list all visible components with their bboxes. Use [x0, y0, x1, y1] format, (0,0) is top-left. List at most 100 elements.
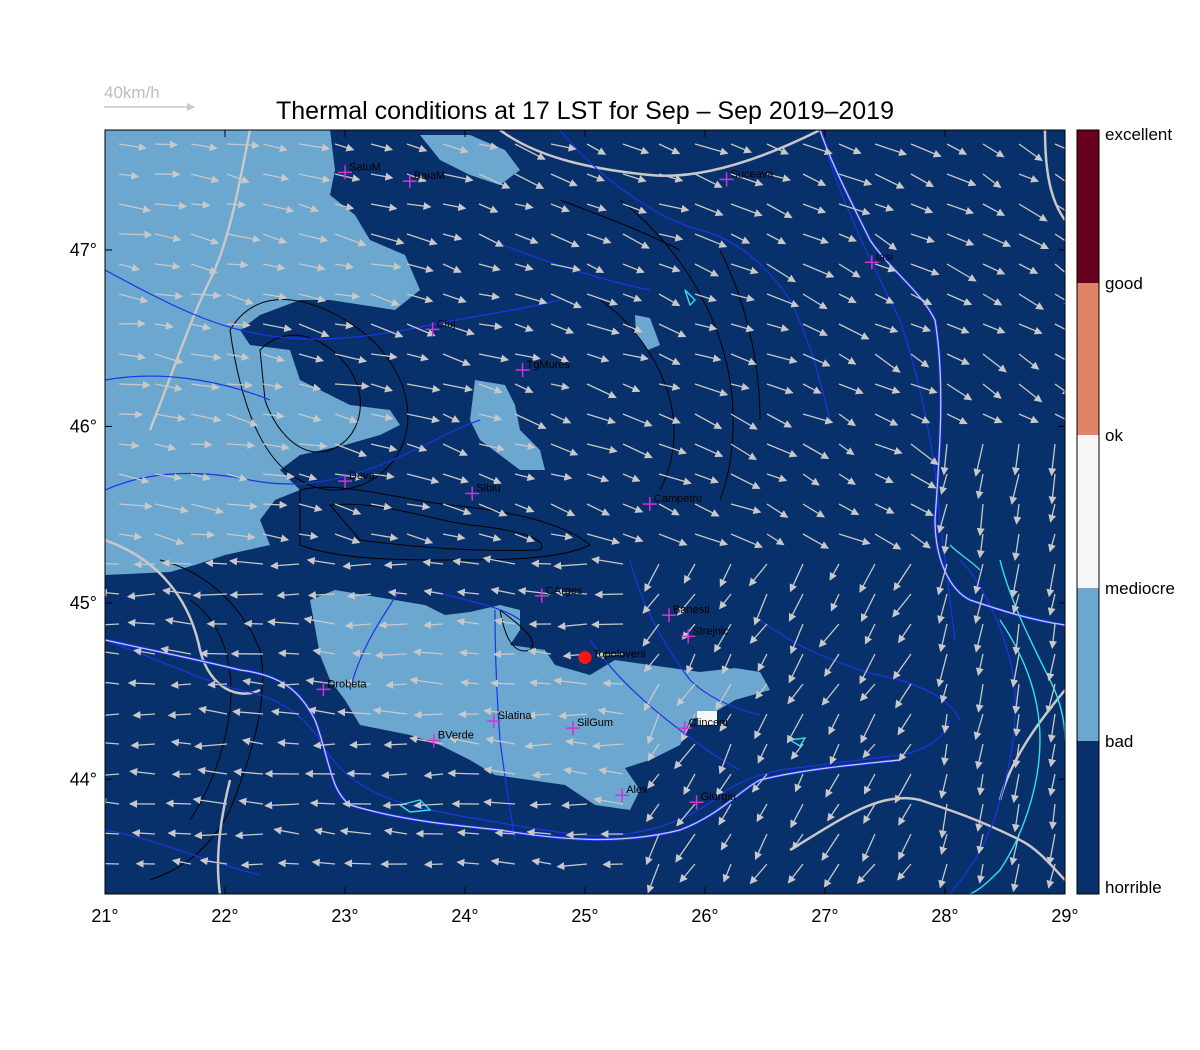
wind-arrow: [344, 859, 372, 868]
wind-arrow: [976, 833, 985, 855]
wind-arrow: [766, 473, 788, 483]
wind-arrow: [229, 557, 264, 566]
wind-arrow: [194, 742, 228, 751]
wind-arrow: [675, 833, 696, 863]
wind-arrow: [658, 533, 688, 546]
wind-arrow: [337, 708, 372, 717]
wind-arrow: [349, 740, 372, 749]
wind-arrow: [862, 833, 876, 862]
wind-arrow: [856, 863, 876, 885]
wind-arrow: [860, 713, 876, 744]
wind-arrow: [118, 203, 152, 214]
wind-arrow: [1018, 293, 1045, 310]
station-label: Alex: [626, 784, 648, 796]
wind-arrow: [586, 383, 617, 399]
wind-arrow: [874, 293, 895, 304]
wind-arrow: [1048, 503, 1057, 523]
wind-arrow: [442, 203, 467, 211]
wind-arrow: [514, 442, 536, 451]
wind-arrow: [730, 473, 761, 489]
wind-arrow: [442, 533, 466, 541]
wind-arrow: [694, 263, 719, 277]
wind-arrow: [406, 202, 432, 211]
wind-arrow: [586, 443, 618, 454]
wind-arrow: [374, 651, 408, 660]
wind-arrow: [910, 173, 935, 188]
lat-tick-label: 45°: [70, 593, 97, 613]
wind-arrow: [658, 473, 692, 486]
wind-arrow: [306, 556, 336, 565]
station-label: BaiaM: [414, 170, 445, 182]
wind-arrow: [514, 323, 534, 332]
wind-arrow: [270, 561, 300, 570]
wind-arrow: [975, 683, 984, 713]
wind-arrow: [346, 591, 372, 600]
wind-arrow: [162, 587, 192, 596]
wind-arrow: [490, 857, 516, 866]
wind-arrow: [802, 293, 828, 310]
wind-arrow: [658, 173, 684, 183]
wind-arrow: [524, 741, 552, 750]
wind-arrow: [456, 588, 480, 597]
wind-arrow: [1012, 533, 1021, 561]
wind-arrow: [982, 323, 1006, 334]
wind-arrow: [715, 773, 732, 797]
wind-arrow: [749, 623, 768, 644]
wind-arrow: [766, 413, 793, 428]
wind-arrow: [874, 353, 901, 373]
wind-arrow: [586, 173, 606, 182]
wind-arrow: [514, 202, 534, 211]
wind-arrow: [531, 770, 552, 779]
wind-arrow: [1012, 623, 1021, 656]
wind-arrow: [478, 292, 500, 301]
wind-arrow: [406, 143, 428, 153]
wind-arrow: [946, 383, 973, 401]
wind-arrow: [118, 230, 153, 239]
wind-arrow: [1054, 233, 1065, 242]
wind-arrow: [941, 713, 950, 734]
wind-arrow: [1046, 563, 1056, 598]
wind-arrow: [1010, 653, 1020, 688]
wind-arrow: [694, 413, 723, 430]
wind-arrow: [874, 383, 901, 394]
wind-arrow: [718, 743, 732, 775]
wind-arrow: [683, 773, 696, 795]
wind-arrow: [874, 173, 905, 189]
wind-arrow: [598, 767, 624, 775]
wind-arrow: [190, 503, 224, 515]
wind-arrow: [586, 413, 616, 425]
wind-arrow: [910, 203, 934, 214]
wind-arrow: [938, 803, 948, 839]
wind-arrow: [478, 443, 506, 452]
wind-arrow: [1047, 713, 1056, 743]
station: Sibiu: [465, 482, 501, 501]
wind-arrow: [622, 413, 653, 427]
station-label: SatuM: [349, 161, 381, 173]
wind-arrow: [910, 293, 933, 306]
wind-arrow: [334, 262, 355, 271]
station: Drobeta: [316, 678, 367, 697]
station-label: Giurgiu: [701, 791, 736, 803]
station: SatuM: [338, 161, 381, 180]
wind-arrow: [343, 679, 372, 688]
wind-arrow: [167, 710, 192, 719]
wind-arrow: [557, 622, 588, 631]
wind-arrow: [482, 555, 516, 565]
station-label: Banesti: [673, 604, 710, 616]
station-label: SilGum: [577, 717, 613, 729]
wind-arrow: [241, 737, 264, 746]
wind-arrow: [409, 676, 444, 685]
wind-arrow: [303, 615, 336, 625]
wind-arrow: [864, 623, 876, 645]
wind-arrow: [131, 829, 156, 838]
wind-arrow: [494, 829, 516, 838]
wind-arrow: [1054, 323, 1065, 330]
wind-arrow: [334, 503, 362, 516]
wind-arrow: [802, 383, 822, 394]
wind-arrow: [730, 173, 764, 187]
wind-arrow: [586, 503, 611, 516]
wind-arrow: [874, 533, 902, 550]
wind-arrow: [838, 203, 871, 216]
wind-arrow: [622, 203, 648, 214]
wind-arrow: [622, 533, 644, 543]
